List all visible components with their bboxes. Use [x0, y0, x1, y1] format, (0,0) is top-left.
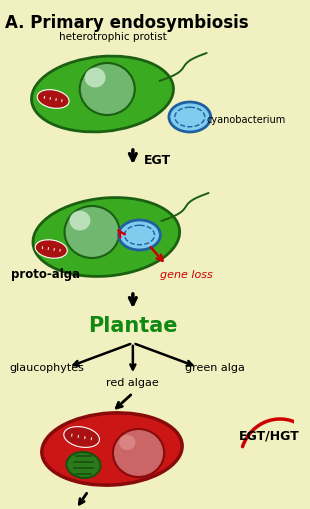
Ellipse shape	[119, 435, 135, 450]
Ellipse shape	[169, 103, 211, 133]
Text: red algae: red algae	[107, 377, 159, 387]
Ellipse shape	[33, 198, 179, 277]
Ellipse shape	[64, 427, 100, 447]
Ellipse shape	[35, 240, 67, 259]
Ellipse shape	[66, 452, 100, 478]
Ellipse shape	[113, 429, 164, 477]
Ellipse shape	[69, 211, 91, 231]
Text: glaucophytes: glaucophytes	[10, 362, 84, 372]
Text: gene loss: gene loss	[160, 269, 213, 279]
Text: EGT/HGT: EGT/HGT	[239, 429, 300, 442]
Ellipse shape	[80, 64, 135, 116]
Text: cyanobacterium: cyanobacterium	[207, 115, 286, 125]
Ellipse shape	[32, 57, 174, 133]
Text: heterotrophic protist: heterotrophic protist	[59, 32, 166, 42]
Text: green alga: green alga	[185, 362, 245, 372]
Text: EGT: EGT	[144, 154, 171, 166]
Ellipse shape	[85, 69, 106, 88]
Text: proto-alga: proto-alga	[11, 267, 81, 280]
Ellipse shape	[42, 413, 182, 485]
Ellipse shape	[119, 220, 160, 250]
Text: Plantae: Plantae	[88, 316, 178, 335]
Text: A. Primary endosymbiosis: A. Primary endosymbiosis	[5, 14, 248, 32]
Ellipse shape	[37, 91, 69, 109]
Ellipse shape	[64, 207, 120, 259]
